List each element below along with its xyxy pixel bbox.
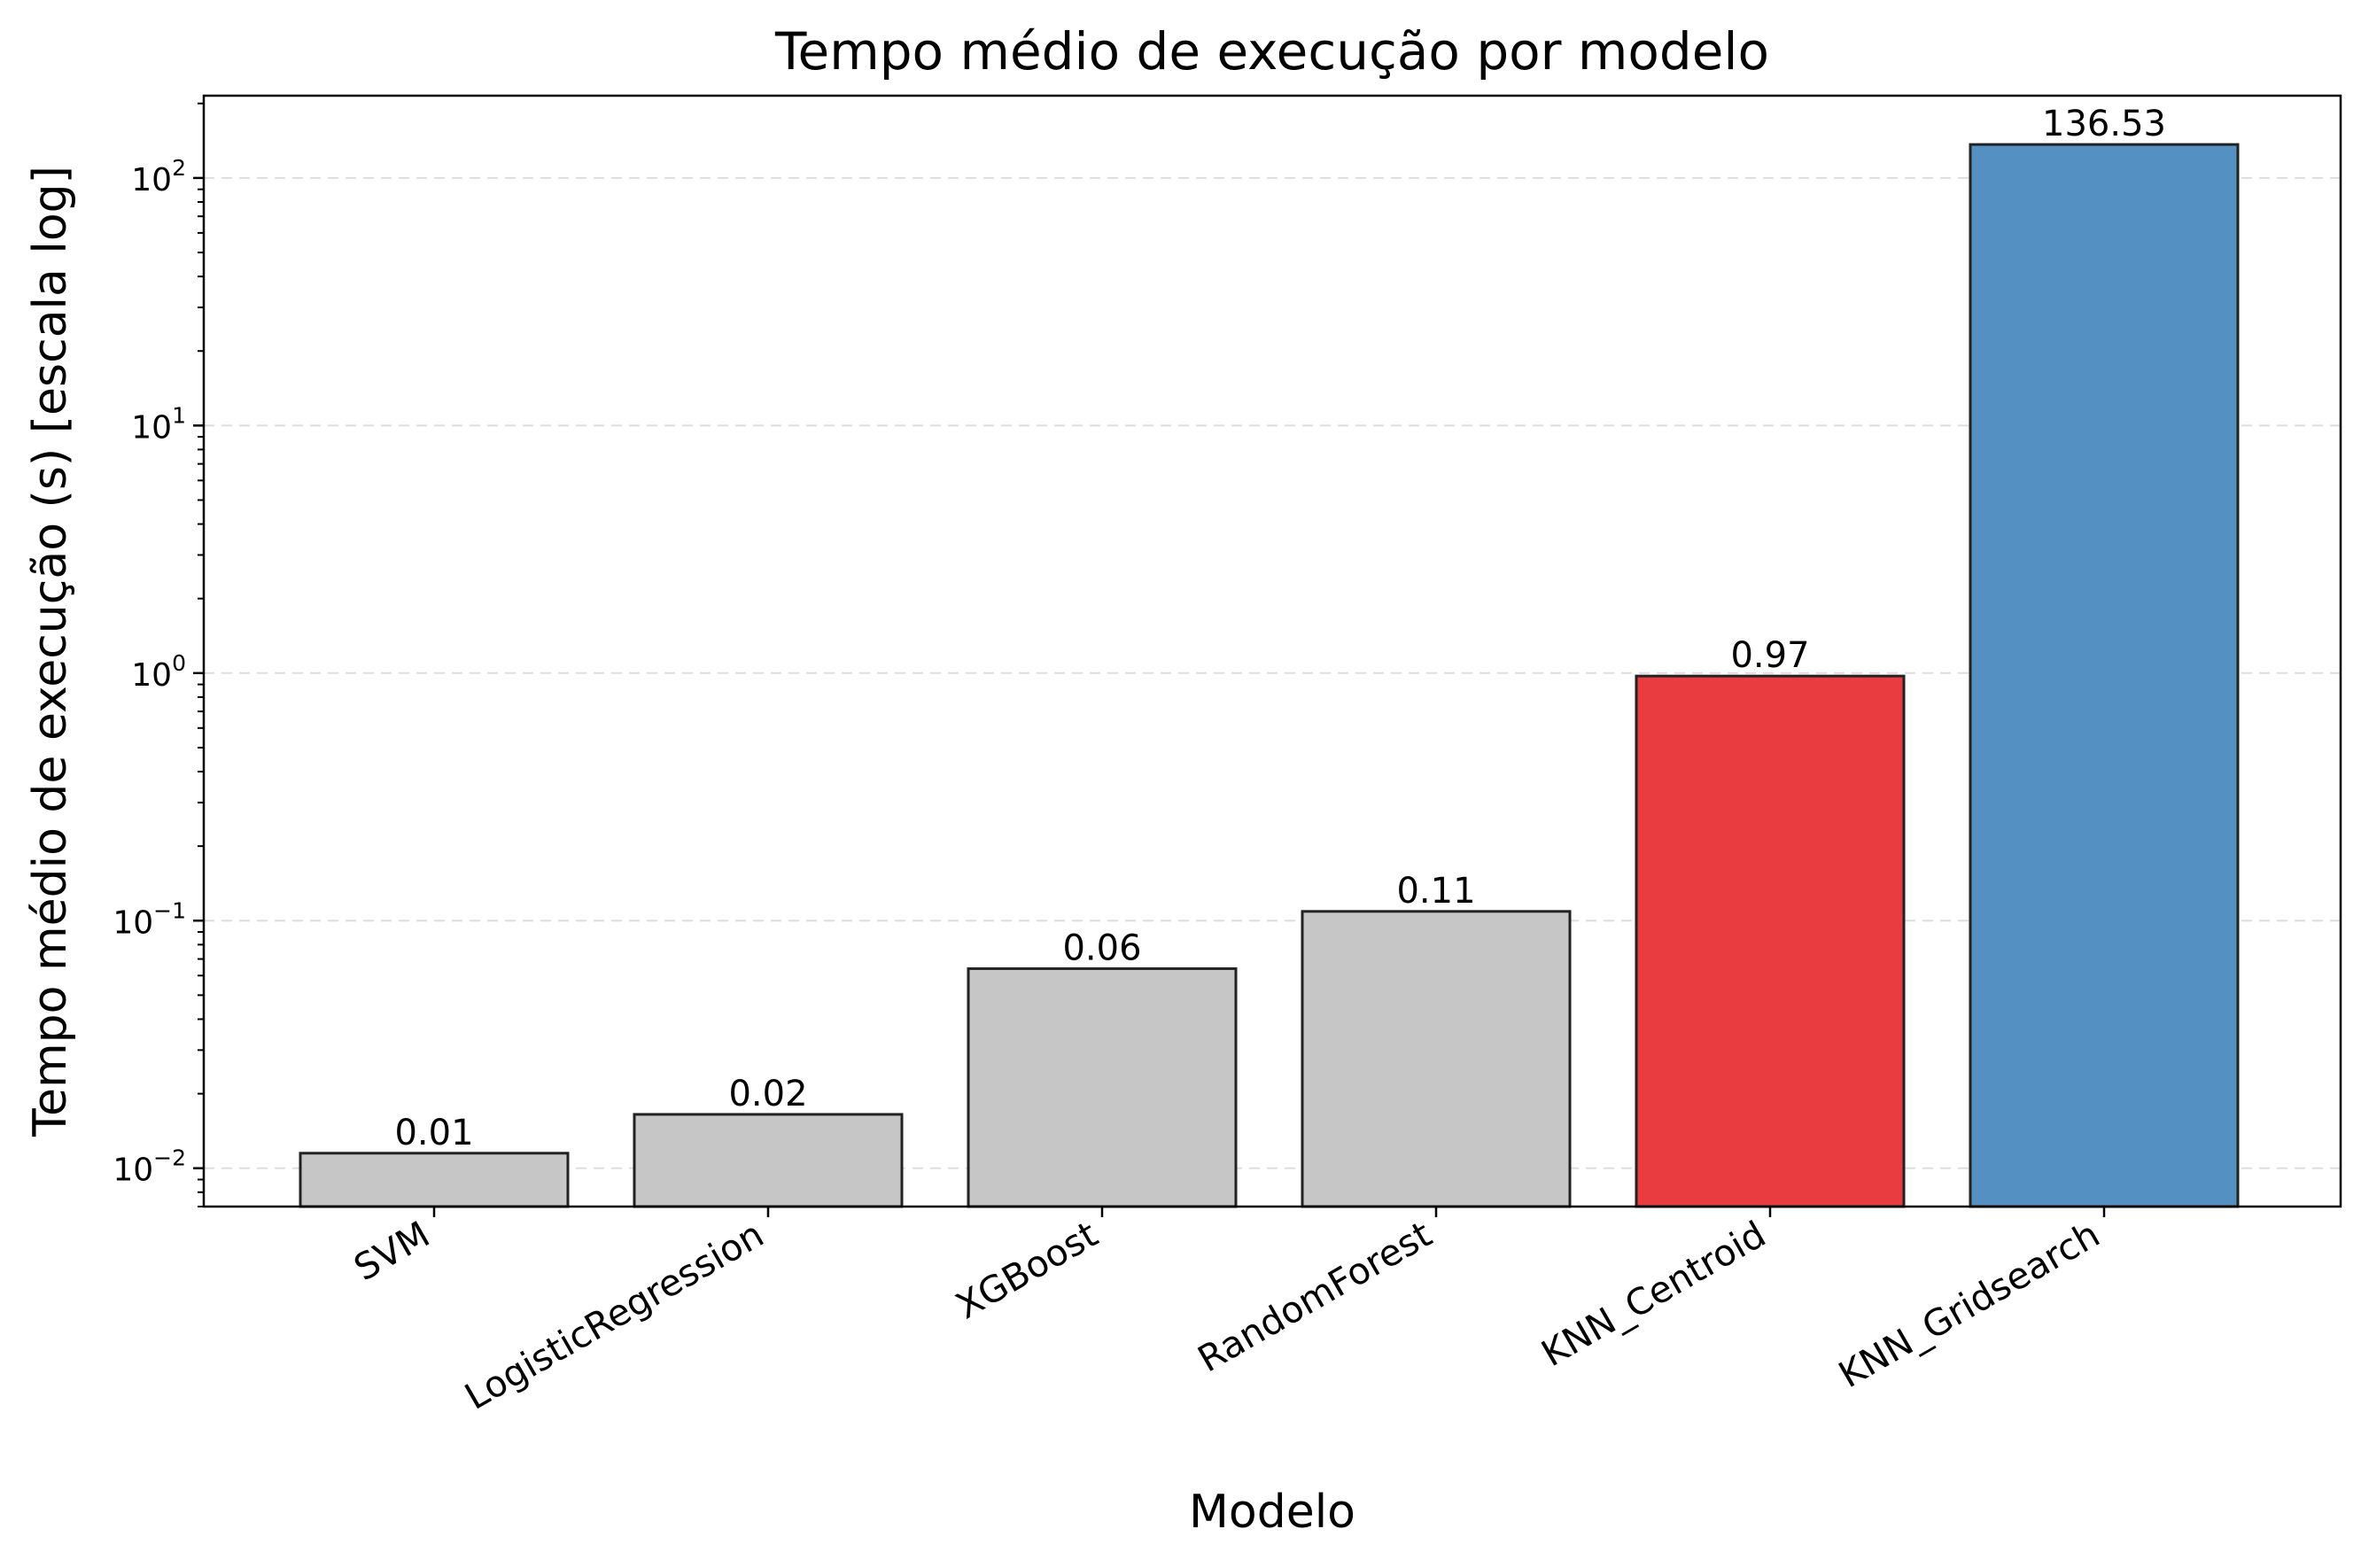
y-tick-label-exponent: 1 <box>172 402 186 428</box>
bar-knn-gridsearch <box>1969 143 2240 1208</box>
y-tick-label: 100 <box>131 650 186 694</box>
value-label: 0.97 <box>1730 635 1809 676</box>
y-tick-label: 102 <box>131 155 186 198</box>
y-tick-label-base: 10 <box>113 1153 153 1189</box>
value-label: 0.01 <box>394 1113 473 1153</box>
y-tick-label-base: 10 <box>113 904 153 941</box>
y-tick-label-base: 10 <box>131 162 172 198</box>
value-label: 0.02 <box>728 1074 807 1114</box>
y-axis-label: Tempo médio de execução (s) [escala log] <box>24 166 77 1137</box>
chart-title: Tempo médio de execução por modelo <box>774 21 1769 82</box>
value-labels: 0.01 0.02 0.06 0.11 0.97 136.53 <box>394 104 2166 1153</box>
bars <box>299 143 2240 1208</box>
y-tick-label-exponent: 2 <box>172 155 186 181</box>
bar-randomforest <box>1301 910 1572 1208</box>
y-tick-label-base: 10 <box>131 657 172 694</box>
y-tick-label-exponent: −1 <box>153 897 186 923</box>
y-tick-label: 10−1 <box>113 897 186 941</box>
x-axis-label: Modelo <box>1189 1486 1355 1539</box>
y-tick-label-base: 10 <box>131 409 172 446</box>
value-label: 0.11 <box>1396 871 1475 912</box>
value-label: 0.06 <box>1062 928 1141 968</box>
y-tick-label: 101 <box>131 402 186 446</box>
y-tick-label-exponent: 0 <box>172 650 186 676</box>
value-label: 136.53 <box>2042 104 2166 144</box>
bar-logisticregression <box>633 1113 904 1208</box>
bar-svm <box>299 1152 570 1208</box>
bar-knn-centroid <box>1635 674 1906 1208</box>
y-tick-label: 10−2 <box>113 1145 186 1189</box>
plot-frame <box>202 94 2342 1208</box>
y-tick-label-exponent: −2 <box>153 1145 186 1171</box>
bar-xgboost <box>967 966 1238 1208</box>
